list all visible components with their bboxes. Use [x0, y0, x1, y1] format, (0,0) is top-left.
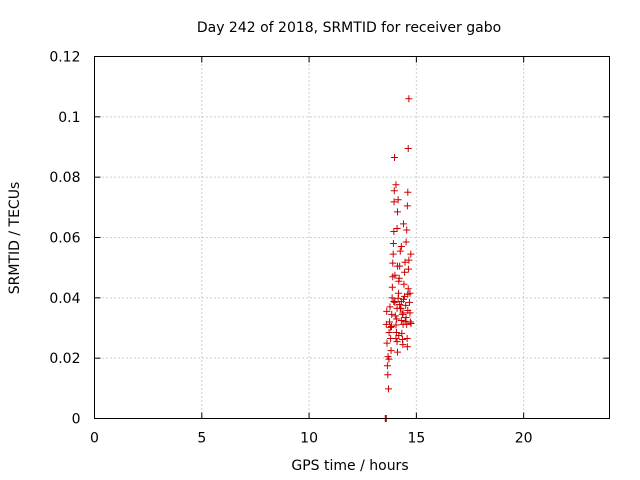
y-axis-label: SRMTID / TECUs: [7, 182, 23, 295]
data-point: [393, 224, 401, 232]
data-point: [384, 385, 392, 393]
data-point: [405, 95, 413, 103]
data-point: [385, 355, 393, 363]
data-point: [401, 268, 409, 276]
data-point: [401, 317, 409, 325]
y-tick-label: 0.1: [58, 110, 80, 126]
data-point: [396, 247, 404, 255]
data-point: [390, 154, 398, 162]
data-point: [393, 315, 401, 323]
data-point: [402, 313, 410, 321]
y-tick-label: 0.12: [49, 50, 80, 66]
data-point: [390, 297, 398, 305]
x-tick-label: 15: [407, 431, 425, 447]
data-point: [389, 240, 397, 248]
data-point: [390, 187, 398, 195]
data-point: [392, 321, 400, 329]
data-point: [393, 262, 401, 270]
data-point: [403, 343, 411, 351]
data-point: [388, 294, 396, 302]
data-point: [393, 208, 401, 216]
data-point: [399, 341, 407, 349]
data-point: [396, 300, 404, 308]
data-point: [396, 304, 404, 312]
data-point: [395, 289, 403, 297]
data-point: [390, 227, 398, 235]
data-point: [386, 303, 394, 311]
data-point: [400, 280, 408, 288]
y-tick-label: 0.04: [49, 291, 80, 307]
data-point: [383, 307, 391, 315]
data-point: [403, 202, 411, 210]
data-point: [388, 310, 396, 318]
y-tick-label: 0: [72, 412, 81, 428]
data-point: [406, 318, 414, 326]
y-tick-label: 0.02: [49, 351, 80, 367]
data-point: [407, 250, 415, 258]
y-tick-label: 0.06: [49, 231, 80, 247]
data-points: [381, 95, 415, 422]
data-point: [406, 289, 414, 297]
data-point: [386, 318, 394, 326]
x-tick-label: 10: [300, 431, 318, 447]
data-point: [404, 307, 412, 315]
data-point: [402, 238, 410, 246]
data-point: [399, 309, 407, 317]
data-point: [405, 256, 413, 264]
data-point: [389, 259, 397, 267]
data-point: [402, 301, 410, 309]
x-tick-label: 20: [515, 431, 533, 447]
data-point: [406, 298, 414, 306]
data-point: [401, 258, 409, 266]
data-point: [393, 338, 401, 346]
plot-frame: [94, 56, 610, 419]
data-point: [395, 332, 403, 340]
x-tick-labels: 0 5 10 15 20: [90, 431, 533, 447]
data-point: [394, 196, 402, 204]
data-point: [397, 316, 405, 324]
grid-lines: [94, 56, 610, 419]
data-point: [383, 362, 391, 370]
chart-title: Day 242 of 2018, SRMTID for receiver gab…: [197, 20, 501, 36]
data-point: [403, 226, 411, 234]
x-tick-label: 0: [90, 431, 99, 447]
data-point: [387, 347, 395, 355]
data-point: [403, 335, 411, 343]
data-point: [387, 322, 395, 330]
data-point: [395, 274, 403, 282]
data-point: [407, 319, 415, 327]
data-point: [389, 250, 397, 258]
data-point: [404, 145, 412, 153]
data-point: [392, 181, 400, 189]
data-point: [400, 220, 407, 228]
data-point: [387, 323, 395, 331]
x-tick-label: 5: [197, 431, 206, 447]
data-point: [383, 339, 391, 347]
x-axis-label: GPS time / hours: [291, 458, 408, 474]
data-point: [398, 310, 406, 318]
data-point: [391, 271, 399, 279]
data-point: [404, 285, 412, 293]
y-tick-labels: 0 0.02 0.04 0.06 0.08 0.1 0.12: [49, 50, 80, 428]
data-point: [390, 198, 398, 206]
data-point: [397, 243, 405, 251]
axis-ticks: [94, 56, 610, 419]
data-point: [393, 348, 401, 356]
data-point: [385, 329, 393, 337]
data-point: [401, 292, 409, 300]
data-point: [384, 371, 392, 379]
data-point: [391, 298, 399, 306]
data-point: [391, 312, 399, 320]
data-point: [397, 297, 405, 305]
data-point: [388, 283, 396, 291]
data-point: [404, 265, 412, 273]
data-point: [404, 188, 412, 196]
y-tick-label: 0.08: [49, 170, 80, 186]
